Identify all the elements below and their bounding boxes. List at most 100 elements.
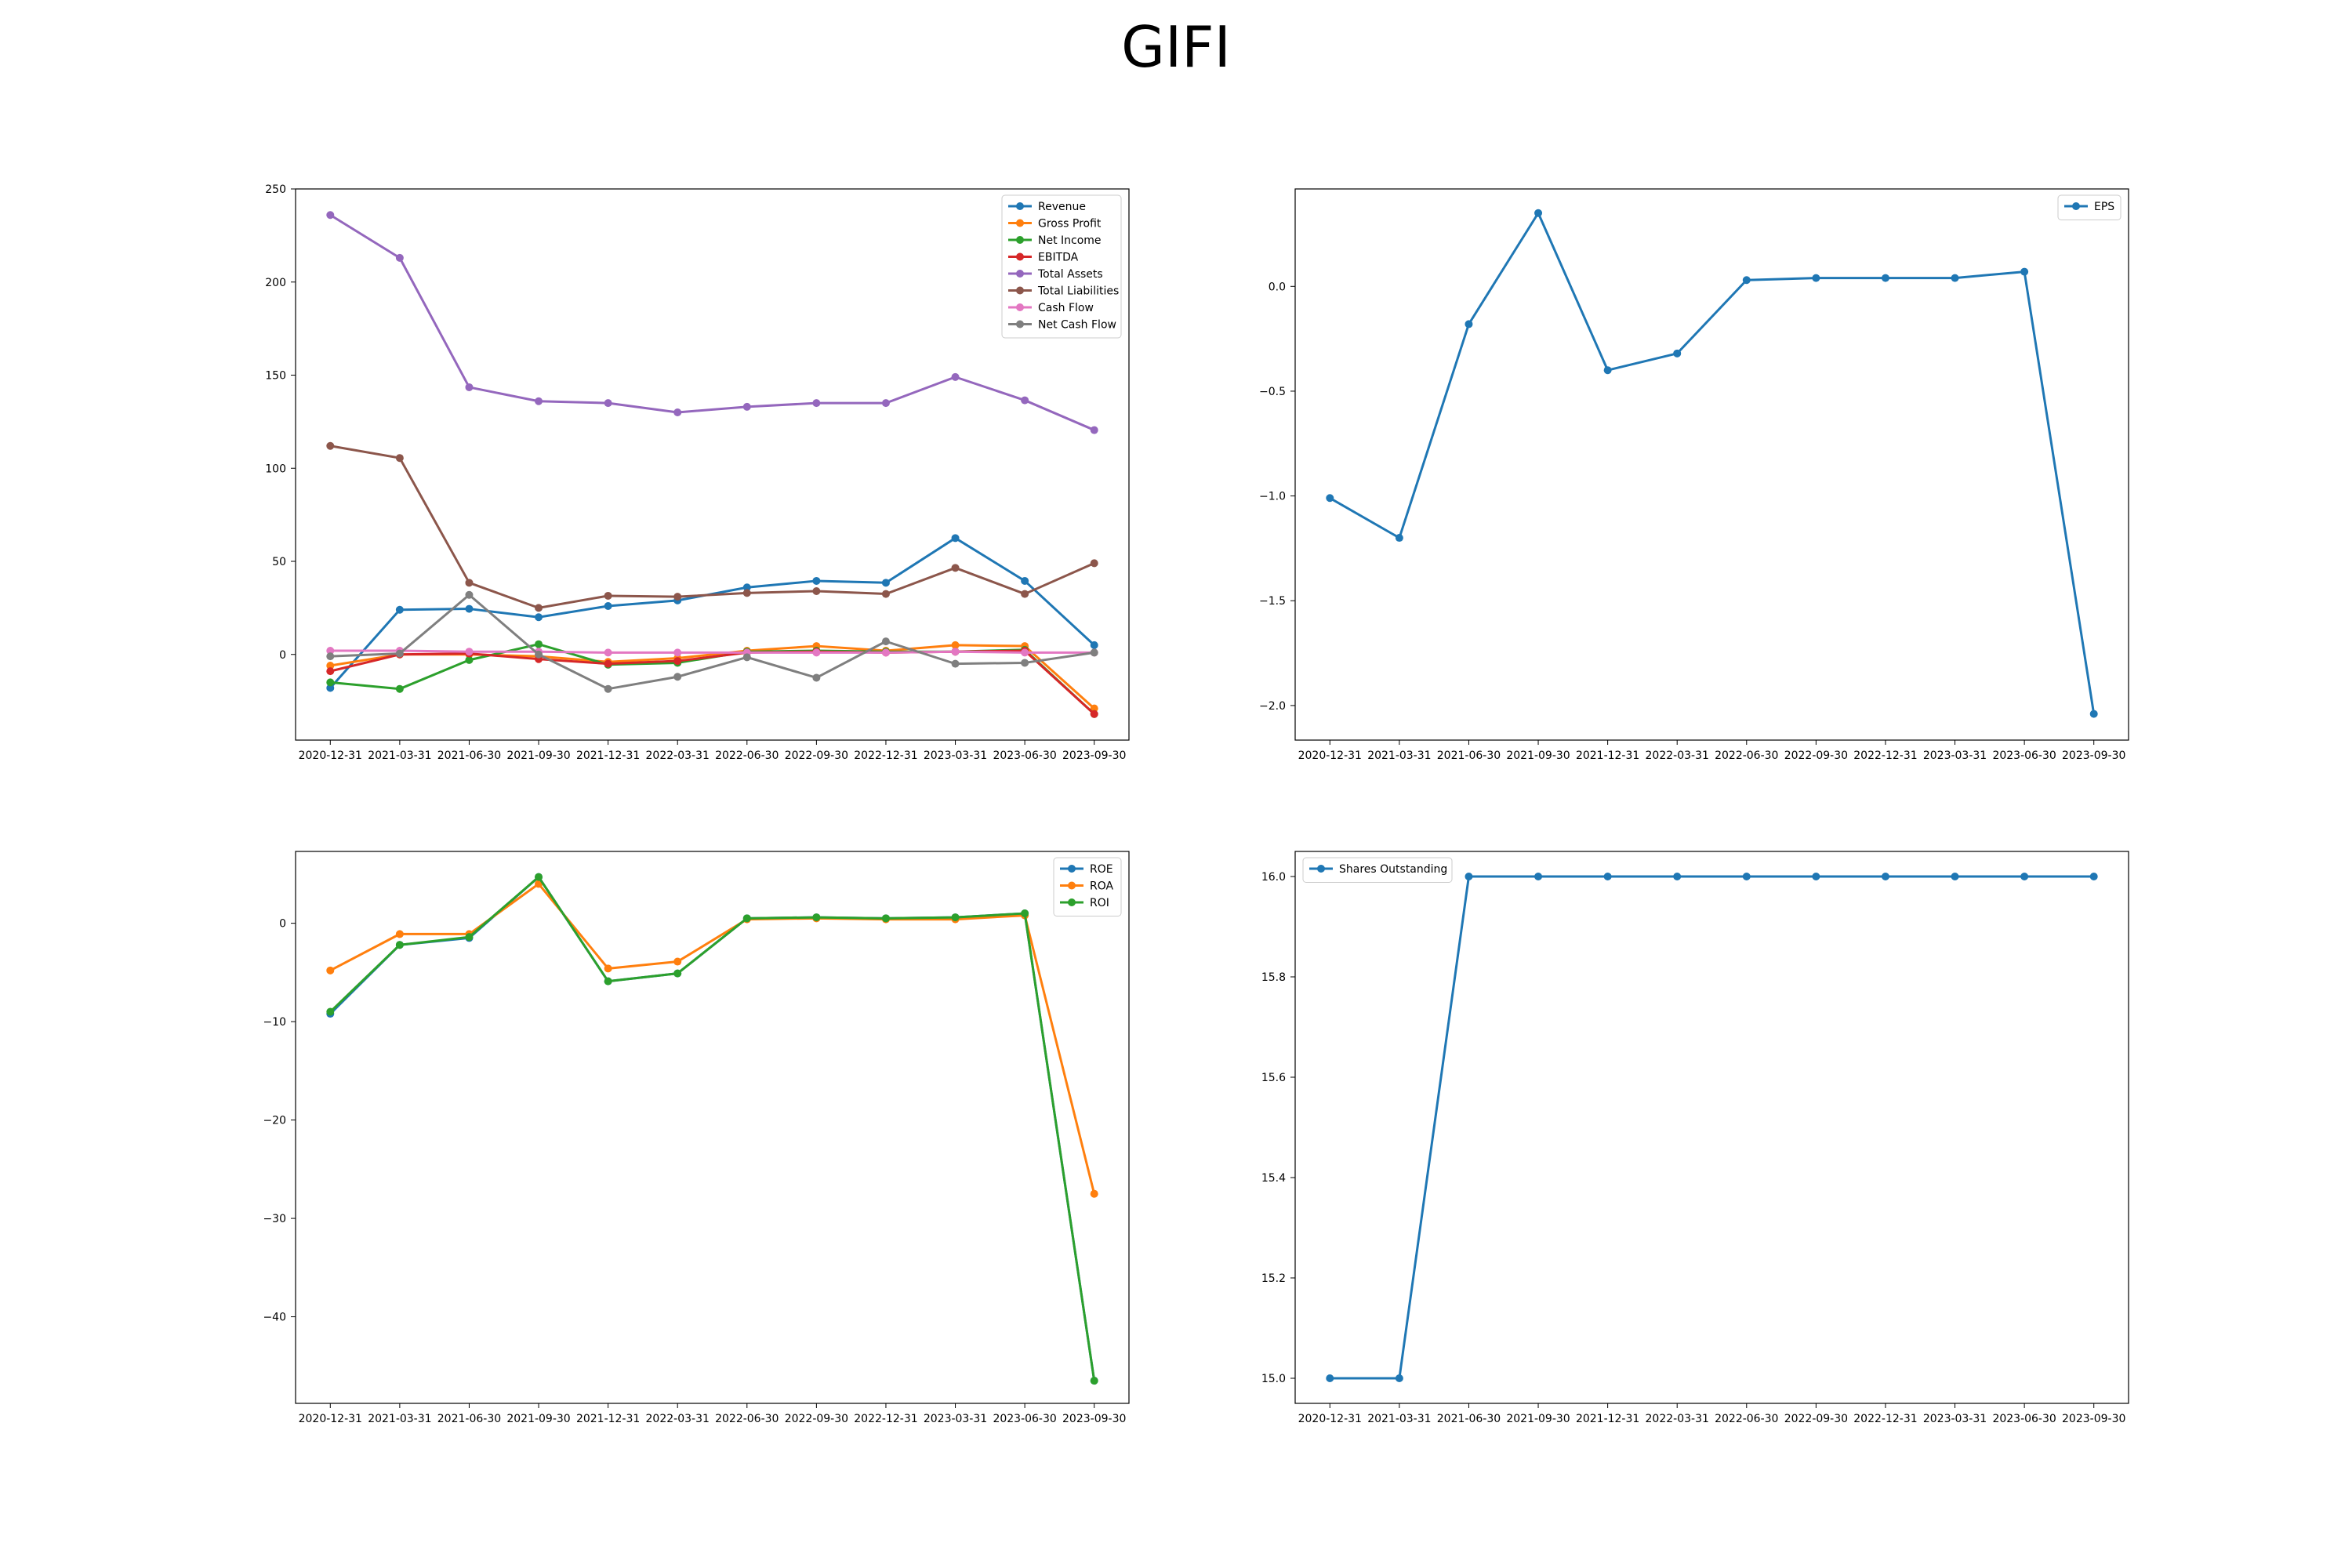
legend-label: ROE	[1090, 863, 1113, 876]
series-line-cash-flow	[330, 649, 1094, 654]
y-tick-label: −10	[263, 1016, 286, 1029]
data-point-net-income	[535, 640, 543, 648]
y-tick-label: 15.8	[1261, 971, 1286, 984]
data-point-revenue	[1021, 576, 1029, 585]
legend-box	[1302, 857, 1453, 883]
data-point-total-liabilities	[326, 441, 335, 450]
legend-marker	[1068, 881, 1076, 890]
data-point-total-assets	[812, 399, 821, 408]
x-tick-label: 2022-09-30	[1784, 750, 1848, 762]
x-tick-label: 2021-06-30	[437, 1413, 501, 1425]
data-point-net-cash-flow	[951, 659, 960, 668]
data-point-revenue	[951, 534, 960, 543]
x-tick-label: 2023-09-30	[1062, 1413, 1126, 1425]
series-line-roi	[329, 876, 1096, 1381]
data-point-gross-profit	[326, 662, 335, 670]
data-point-total-liabilities	[465, 579, 474, 587]
series-line-eps	[1329, 212, 2096, 714]
x-tick-label: 2021-06-30	[1437, 750, 1501, 762]
data-point-revenue	[742, 583, 751, 592]
y-tick-label: 15.2	[1261, 1272, 1286, 1285]
data-point-cash-flow	[465, 648, 474, 656]
legend-marker	[1317, 865, 1325, 873]
data-point-roa	[673, 957, 682, 966]
legend-label: Revenue	[1038, 201, 1086, 213]
legend-marker	[1016, 219, 1024, 227]
series-line-net-cash-flow	[330, 593, 1094, 691]
legend: Revenue Gross Profit Net Income EBITDA Total…	[1001, 194, 1122, 339]
data-point-eps	[1395, 534, 1403, 543]
x-tick-label: 2022-12-31	[854, 750, 917, 762]
data-point-total-assets	[742, 402, 751, 411]
financials-chart: 2020-12-31 2021-03-31 2021-06-30 2021-09-30…	[265, 183, 1130, 762]
x-tick-label: 2020-12-31	[299, 750, 362, 762]
data-point-total-assets	[604, 399, 612, 408]
data-point-net-cash-flow	[604, 684, 612, 693]
legend-box	[2057, 194, 2122, 220]
y-tick-label: −1.0	[1259, 491, 1286, 503]
x-tick-label: 2022-12-31	[1853, 750, 1917, 762]
data-point-roi	[1021, 909, 1029, 918]
data-point-total-liabilities	[742, 589, 751, 597]
plot-area-frame	[1294, 851, 2129, 1404]
data-point-net-cash-flow	[812, 673, 821, 682]
data-point-revenue	[395, 605, 404, 614]
data-point-roa	[604, 964, 612, 973]
legend-marker	[1016, 270, 1024, 278]
y-tick-label: 16.0	[1261, 871, 1286, 884]
data-point-revenue	[881, 579, 890, 587]
data-point-revenue	[535, 613, 543, 622]
plot-area-frame	[295, 851, 1130, 1404]
x-tick-label: 2023-09-30	[2062, 1413, 2125, 1425]
x-tick-label: 2023-09-30	[2062, 750, 2125, 762]
x-tick-label: 2021-09-30	[1506, 1413, 1570, 1425]
data-point-total-liabilities	[604, 591, 612, 600]
data-point-total-assets	[881, 399, 890, 408]
series-line-total-liabilities	[330, 445, 1095, 609]
x-tick-label: 2021-03-31	[368, 750, 431, 762]
y-tick-label: 0	[279, 918, 286, 931]
data-point-roi	[951, 913, 960, 922]
data-point-eps	[1881, 274, 1889, 282]
x-tick-label: 2021-12-31	[1576, 1413, 1639, 1425]
data-point-net-income	[395, 684, 404, 693]
data-point-eps	[2089, 710, 2098, 718]
data-point-eps	[1673, 349, 1682, 358]
y-tick-label: 15.4	[1261, 1172, 1286, 1185]
x-tick-label: 2021-03-31	[1367, 750, 1431, 762]
y-tick-label: 50	[272, 556, 286, 568]
data-point-cash-flow	[951, 648, 960, 656]
legend-label: Shares Outstanding	[1339, 863, 1447, 876]
x-tick-label: 2022-03-31	[1646, 1413, 1709, 1425]
legend: Shares Outstanding	[1302, 857, 1453, 883]
data-point-total-assets	[535, 397, 543, 405]
legend: EPS	[2057, 194, 2122, 220]
x-tick-label: 2023-03-31	[924, 1413, 987, 1425]
data-point-net-cash-flow	[673, 673, 682, 681]
series-line-total-assets	[329, 213, 1095, 431]
legend-marker	[1016, 320, 1024, 328]
data-point-cash-flow	[604, 648, 612, 657]
data-point-eps	[1326, 494, 1334, 503]
returns-chart: 2020-12-31 2021-03-31 2021-06-30 2021-09-30…	[263, 851, 1130, 1425]
data-point-revenue	[1090, 641, 1098, 649]
x-tick-label: 2023-03-31	[1923, 1413, 1987, 1425]
x-tick-label: 2022-06-30	[715, 1413, 779, 1425]
y-tick-label: 0	[279, 649, 286, 662]
data-point-net-income	[326, 678, 335, 687]
x-tick-label: 2022-03-31	[646, 750, 710, 762]
data-point-shares-outstanding	[1534, 873, 1543, 880]
x-tick-label: 2021-06-30	[1437, 1413, 1501, 1425]
legend-marker	[2072, 202, 2080, 210]
data-point-total-liabilities	[1090, 559, 1098, 568]
legend-marker	[1016, 236, 1024, 244]
y-tick-label: 0.0	[1269, 281, 1286, 293]
data-point-revenue	[604, 602, 612, 610]
data-point-net-cash-flow	[326, 652, 335, 661]
legend-label: Gross Profit	[1038, 218, 1102, 230]
data-point-eps	[1742, 276, 1751, 285]
legend-label: ROI	[1090, 897, 1109, 909]
data-point-cash-flow	[881, 648, 890, 657]
data-point-shares-outstanding	[2089, 873, 2098, 880]
